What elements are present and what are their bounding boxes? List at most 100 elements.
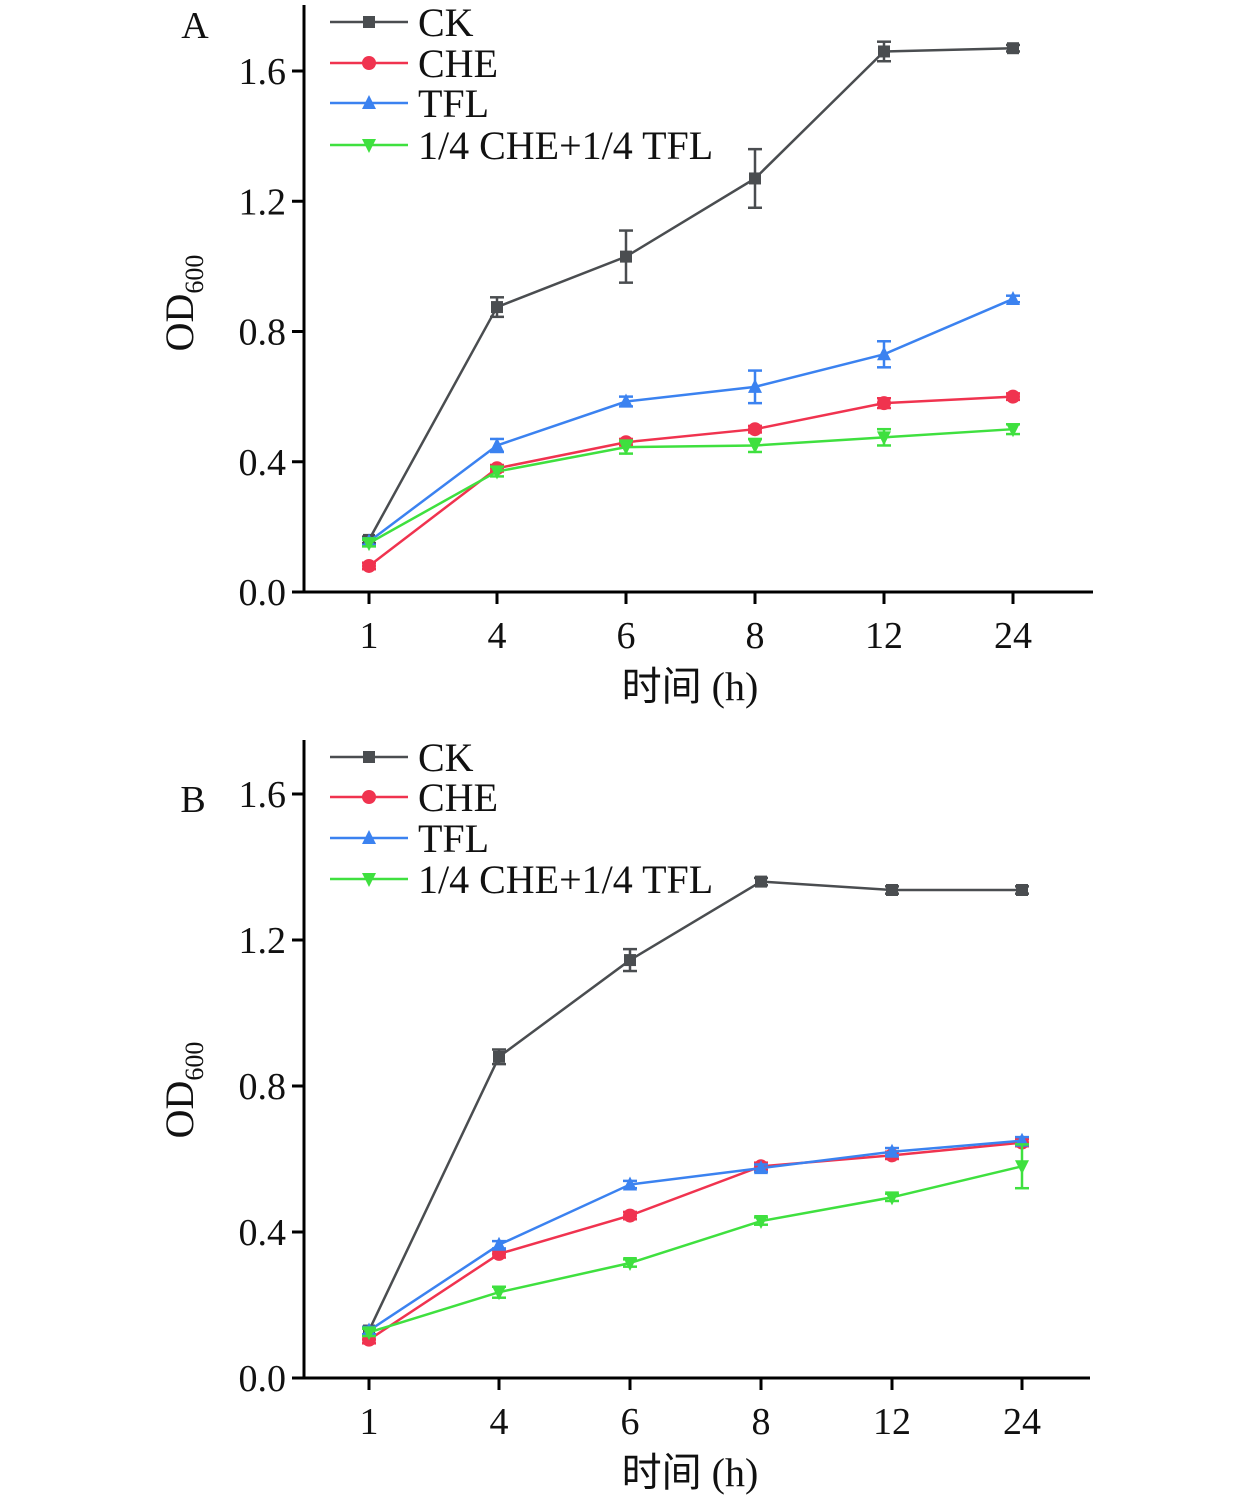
data-point xyxy=(877,346,891,361)
series-tfl: TFL xyxy=(330,81,1020,548)
x-tick-label: 1 xyxy=(360,615,379,657)
data-point xyxy=(1016,883,1028,896)
x-tick-label: 24 xyxy=(1003,1401,1041,1443)
y-tick-label: 0.0 xyxy=(239,572,287,614)
x-tick-label: 1 xyxy=(360,1401,379,1443)
data-point xyxy=(877,396,891,411)
x-tick-label: 8 xyxy=(746,615,765,657)
legend-label: 1/4 CHE+1/4 TFL xyxy=(418,123,713,168)
data-point xyxy=(623,1176,637,1191)
x-tick-label: 4 xyxy=(488,615,507,657)
panel-b: 0.0 0.4 0.8 1.2 1.6 1 4 6 8 12 24 时间 (h) OD600 B CKCHE… xyxy=(157,735,1090,1495)
data-point xyxy=(1006,290,1020,305)
y-tick-label: 1.6 xyxy=(239,774,287,816)
data-point xyxy=(1006,423,1020,438)
y-tick-label: 0.8 xyxy=(239,1066,287,1108)
x-tick-label: 6 xyxy=(617,615,636,657)
series-ck: CK xyxy=(330,0,1020,546)
data-point xyxy=(754,1160,768,1175)
series-1-4-che-1-4-tfl: 1/4 CHE+1/4 TFL xyxy=(330,123,1020,552)
series-line xyxy=(368,1165,1023,1334)
data-point xyxy=(755,875,767,888)
y-tick-label: 0.4 xyxy=(239,442,287,484)
y-tick-label: 0.8 xyxy=(239,312,287,354)
legend-marker xyxy=(362,95,376,109)
series-line xyxy=(368,1141,1023,1341)
data-point xyxy=(749,172,761,185)
x-tick-label: 24 xyxy=(994,615,1032,657)
legend-marker xyxy=(362,790,376,804)
series-ck: CK xyxy=(330,735,1029,1337)
y-axis-label-subscript: 600 xyxy=(180,1042,209,1081)
legend-marker xyxy=(362,873,376,887)
y-axis-label-main: OD xyxy=(157,1081,202,1139)
x-axis-label: 时间 (h) xyxy=(622,1450,759,1495)
y-tick-label: 0.4 xyxy=(239,1212,287,1254)
data-point xyxy=(619,441,633,456)
data-point xyxy=(362,537,376,552)
y-tick-label: 1.2 xyxy=(239,181,287,223)
legend-label: CHE xyxy=(418,775,498,820)
y-axis-label: OD600 xyxy=(157,1042,209,1139)
legend-marker xyxy=(363,751,375,763)
legend-label: CK xyxy=(418,0,474,45)
series-line xyxy=(367,46,1014,541)
data-point xyxy=(748,378,762,393)
legend-marker xyxy=(363,16,375,28)
data-point xyxy=(493,1050,505,1063)
data-point xyxy=(620,250,632,263)
data-point xyxy=(619,393,633,408)
data-point xyxy=(886,883,898,896)
series-line xyxy=(368,427,1014,545)
x-tick-label: 6 xyxy=(621,1401,640,1443)
y-axis-label-main: OD xyxy=(157,294,202,352)
data-point xyxy=(1006,389,1020,404)
legend-marker xyxy=(362,139,376,153)
x-tick-label: 12 xyxy=(865,615,903,657)
data-point xyxy=(624,954,636,967)
data-point xyxy=(362,1326,376,1341)
data-point xyxy=(885,1143,899,1158)
data-point xyxy=(748,439,762,454)
series-1-4-che-1-4-tfl: 1/4 CHE+1/4 TFL xyxy=(330,857,1029,1341)
x-tick-label: 4 xyxy=(490,1401,509,1443)
y-tick-label: 1.2 xyxy=(239,920,287,962)
data-point xyxy=(885,1191,899,1206)
x-axis-label: 时间 (h) xyxy=(622,664,759,709)
data-point xyxy=(748,422,762,437)
data-point xyxy=(877,431,891,446)
data-point xyxy=(491,301,503,314)
data-point xyxy=(1015,1160,1029,1175)
x-tick-label: 8 xyxy=(752,1401,771,1443)
series-line xyxy=(368,297,1014,543)
series-line xyxy=(367,880,1022,1332)
data-point xyxy=(490,437,504,452)
panel-label: A xyxy=(181,5,209,47)
series-line xyxy=(368,395,1014,567)
legend-label: CHE xyxy=(418,41,498,86)
x-tick-label: 12 xyxy=(873,1401,911,1443)
panel-label: B xyxy=(180,779,205,821)
data-point xyxy=(623,1208,637,1223)
legend-label: 1/4 CHE+1/4 TFL xyxy=(418,857,713,902)
series-line xyxy=(368,1139,1023,1332)
y-tick-label: 1.6 xyxy=(239,51,287,93)
panel-a: 0.0 0.4 0.8 1.2 1.6 1 4 6 8 12 24 时间 (h) OD600 A CKCHE… xyxy=(157,0,1093,709)
legend-label: TFL xyxy=(418,81,489,126)
data-point xyxy=(1007,42,1019,55)
data-point xyxy=(362,558,376,573)
legend-label: CK xyxy=(418,735,474,780)
series-tfl: TFL xyxy=(330,816,1029,1337)
legend-marker xyxy=(362,830,376,844)
legend-label: TFL xyxy=(418,816,489,861)
data-point xyxy=(623,1257,637,1272)
data-point xyxy=(492,1236,506,1251)
y-axis-label-subscript: 600 xyxy=(180,255,209,294)
data-point xyxy=(878,45,890,58)
data-point xyxy=(754,1215,768,1230)
legend-marker xyxy=(362,56,376,70)
y-axis-label: OD600 xyxy=(157,255,209,352)
data-point xyxy=(492,1286,506,1301)
data-point xyxy=(490,465,504,480)
